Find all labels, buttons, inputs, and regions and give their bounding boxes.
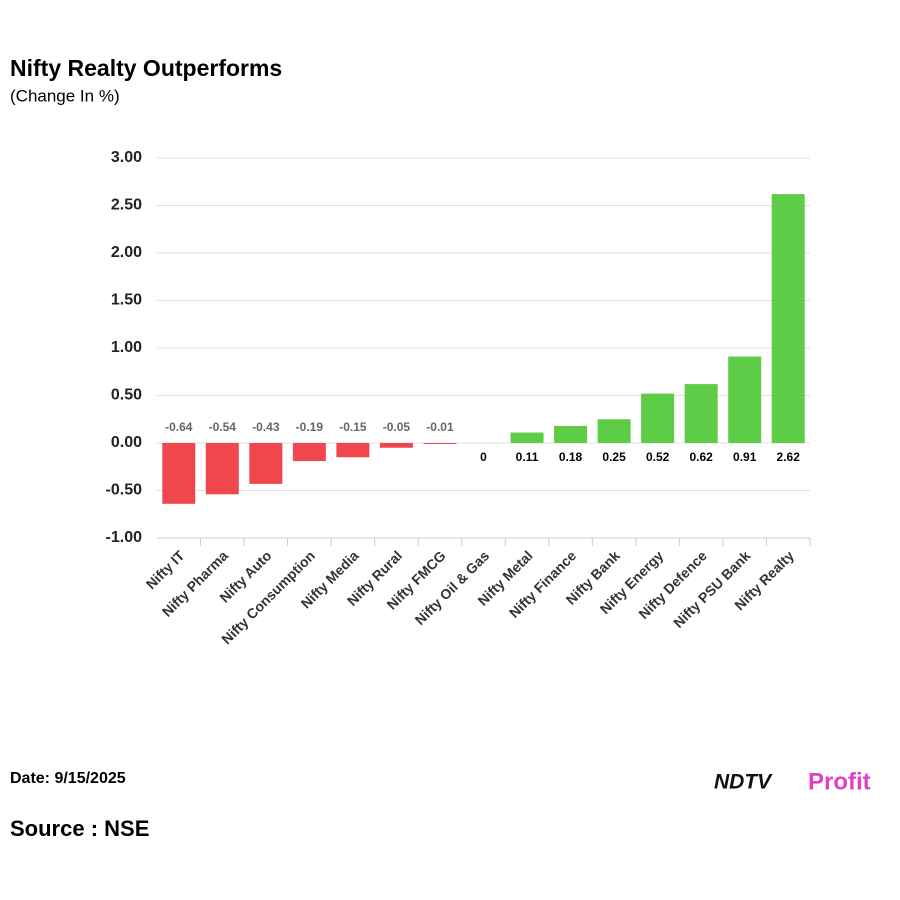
data-label: 0.52	[646, 450, 670, 464]
y-tick-label: 1.00	[111, 339, 142, 356]
bar	[510, 432, 544, 443]
logo-ndtv: NDTV	[714, 771, 773, 794]
data-label: -0.19	[296, 420, 324, 434]
x-tick-label: Nifty Oil & Gas	[412, 547, 493, 628]
y-tick-label: 0.00	[111, 434, 142, 451]
y-tick-label: 3.00	[111, 149, 142, 166]
bar	[554, 425, 588, 443]
bar	[249, 443, 283, 484]
data-label: 0.11	[516, 450, 539, 464]
bar	[684, 384, 718, 443]
bar	[162, 443, 196, 504]
data-label: 0.25	[602, 450, 626, 464]
chart-subtitle: (Change In %)	[10, 86, 120, 105]
bar	[292, 443, 326, 462]
date: Date: 9/15/2025	[10, 770, 126, 787]
y-tick-label: 2.00	[111, 244, 142, 261]
bar	[423, 443, 457, 444]
source: Source : NSE	[10, 816, 149, 841]
y-tick-label: -0.50	[106, 482, 143, 499]
data-label: 0.18	[559, 450, 583, 464]
bar	[379, 443, 413, 448]
bar	[641, 393, 675, 443]
data-label: 0.62	[689, 450, 713, 464]
data-label: -0.64	[165, 420, 193, 434]
data-label: 0	[480, 450, 487, 464]
bar	[205, 443, 239, 495]
data-label: -0.43	[252, 420, 280, 434]
data-label: 2.62	[777, 450, 801, 464]
bar	[771, 194, 805, 443]
logo-profit: Profit	[808, 768, 871, 795]
data-label: 0.91	[733, 450, 757, 464]
chart-title: Nifty Realty Outperforms	[10, 55, 282, 81]
y-tick-label: 1.50	[111, 292, 142, 309]
y-tick-label: 2.50	[111, 197, 142, 214]
data-label: -0.05	[383, 420, 411, 434]
bar	[597, 419, 631, 443]
bar	[728, 356, 762, 443]
data-label: -0.01	[426, 420, 454, 434]
y-tick-label: -1.00	[106, 529, 143, 546]
x-tick-label: Nifty PSU Bank	[670, 547, 754, 631]
y-tick-label: 0.50	[111, 387, 142, 404]
data-label: -0.54	[209, 420, 237, 434]
bar	[336, 443, 370, 458]
data-label: -0.15	[339, 420, 367, 434]
